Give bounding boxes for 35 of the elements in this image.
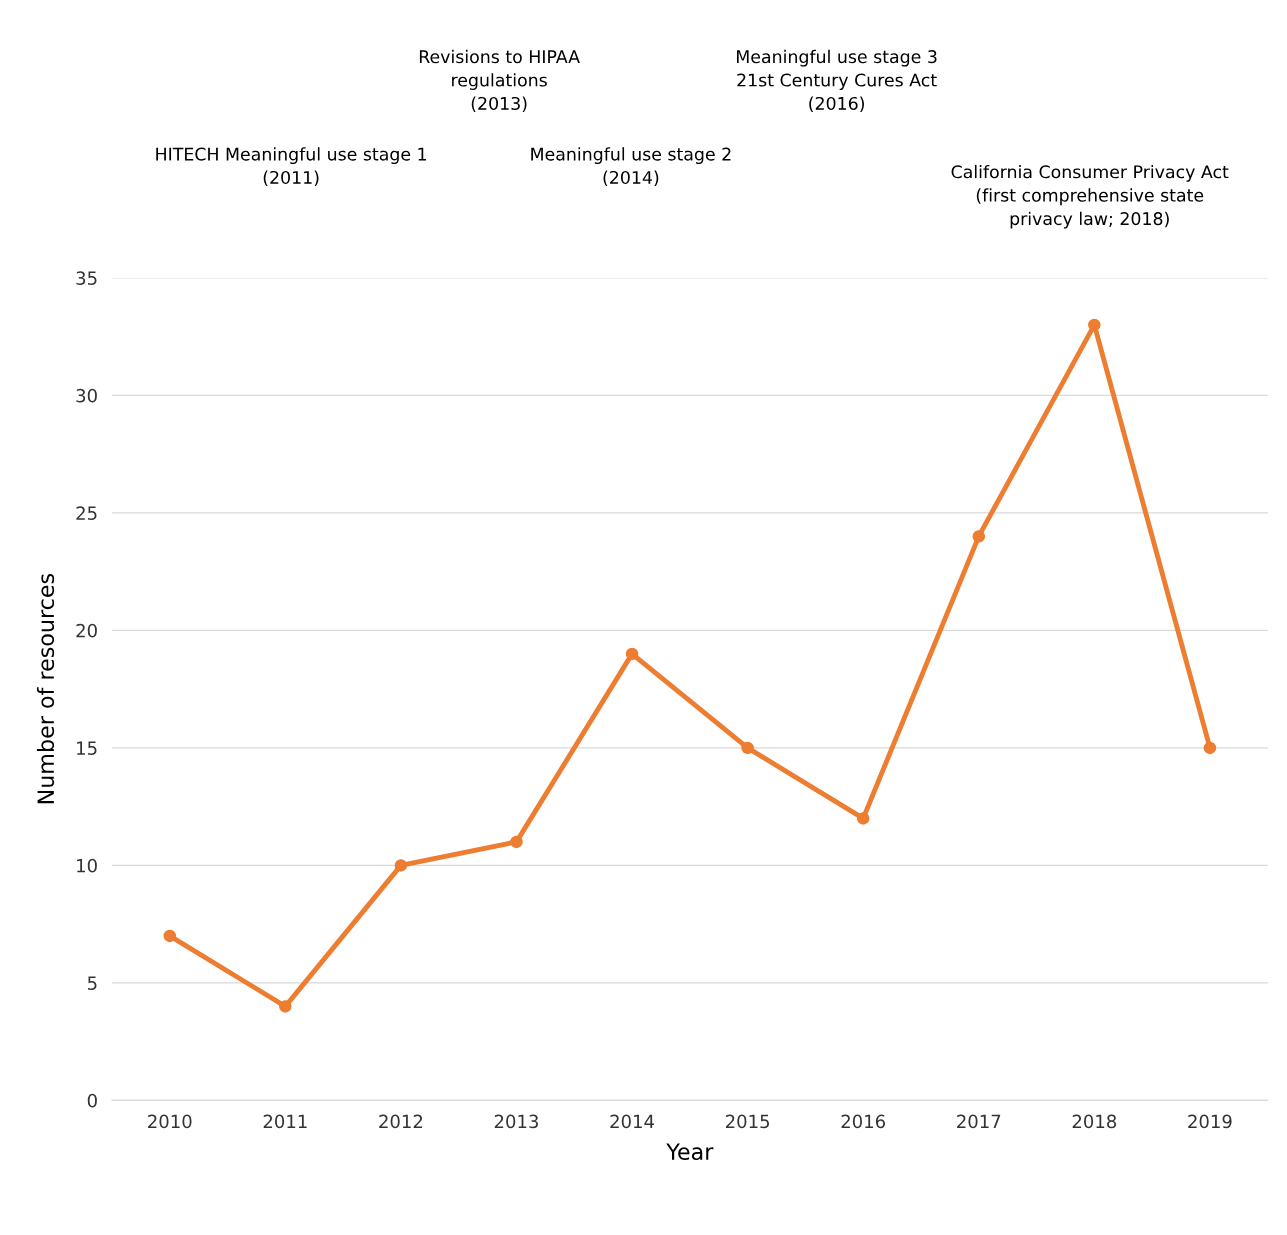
x-axis-title: Year [666, 1143, 714, 1161]
y-tick-label: 35 [76, 271, 97, 285]
y-tick-label: 20 [76, 623, 97, 638]
point [625, 647, 639, 661]
x-tick-label: 2016 [841, 1114, 886, 1129]
y-tick-label: 25 [76, 506, 97, 520]
point [279, 1000, 292, 1013]
y-axis-title: Number of resources [36, 573, 55, 804]
x-tick-label: 2010 [148, 1114, 192, 1129]
x-tick-label: 2013 [494, 1114, 538, 1129]
x-tick-label: 2019 [1188, 1114, 1232, 1129]
point [163, 929, 177, 943]
y-tick-label: 30 [76, 388, 97, 403]
point [510, 835, 523, 849]
text: Meaningful use stage 2 (2014) [531, 147, 731, 187]
y-tick-label: 10 [77, 858, 97, 873]
x-tick-label: 2011 [263, 1114, 307, 1129]
x-tick-label: 2017 [957, 1114, 1001, 1129]
point [856, 812, 870, 825]
x-tick-label: 2014 [610, 1114, 655, 1129]
y-tick-label: 5 [87, 976, 97, 990]
text: HITECH Meaningful use stage 1 (2011) [156, 147, 427, 187]
point [741, 741, 754, 755]
text: California Consumer Privacy Act (first comprehensive state privacy law; 2018) [951, 164, 1229, 229]
point [394, 859, 408, 872]
point [972, 530, 986, 543]
x-tick-label: 2015 [725, 1114, 770, 1129]
text: Revisions to HIPAA regulations (2013) [419, 49, 580, 113]
x-tick-label: 2012 [379, 1114, 423, 1129]
point [1088, 318, 1101, 332]
y-tick-label: 0 [87, 1093, 97, 1108]
point [1203, 741, 1217, 755]
y-tick-label: 15 [77, 741, 97, 755]
text: Meaningful use stage 3 21st Century Cures Act (2016) [737, 49, 937, 113]
x-tick-label: 2018 [1072, 1114, 1117, 1129]
